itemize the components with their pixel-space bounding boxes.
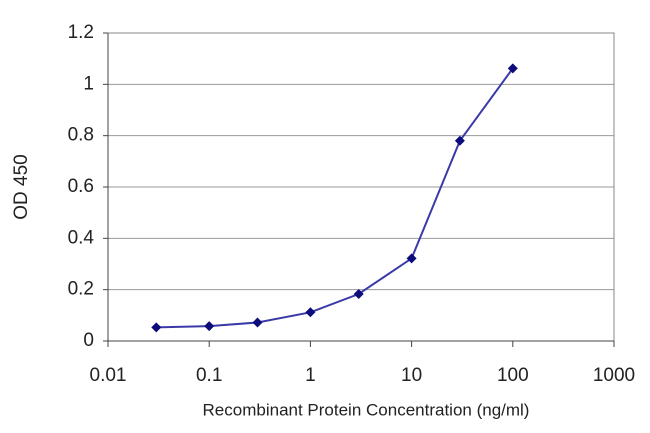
- data-point: [204, 321, 215, 332]
- y-tick-label: 0.4: [68, 227, 95, 248]
- x-axis-label: Recombinant Protein Concentration (ng/ml…: [203, 400, 530, 419]
- y-tick-label: 0.8: [68, 125, 94, 146]
- y-tick-label: 1: [83, 73, 94, 94]
- x-tick-label: 0.01: [90, 365, 127, 386]
- y-tick-label: 1.2: [68, 22, 94, 43]
- data-point: [353, 289, 364, 300]
- x-tick-label: 100: [497, 365, 529, 386]
- data-point: [151, 322, 162, 333]
- data-line: [156, 67, 514, 329]
- data-point: [305, 307, 316, 318]
- data-point: [252, 317, 263, 328]
- y-tick-label: 0.6: [68, 176, 94, 197]
- x-tick-label: 1: [305, 365, 316, 386]
- data-point: [406, 253, 417, 264]
- x-tick-label: 0.1: [196, 365, 222, 386]
- data-point: [507, 63, 518, 74]
- x-tick-label: 1000: [593, 365, 635, 386]
- y-axis-label: OD 450: [11, 154, 32, 219]
- data-point: [454, 135, 465, 146]
- x-tick-label: 10: [401, 365, 422, 386]
- y-tick-label: 0: [83, 330, 94, 351]
- y-tick-label: 0.2: [68, 279, 94, 300]
